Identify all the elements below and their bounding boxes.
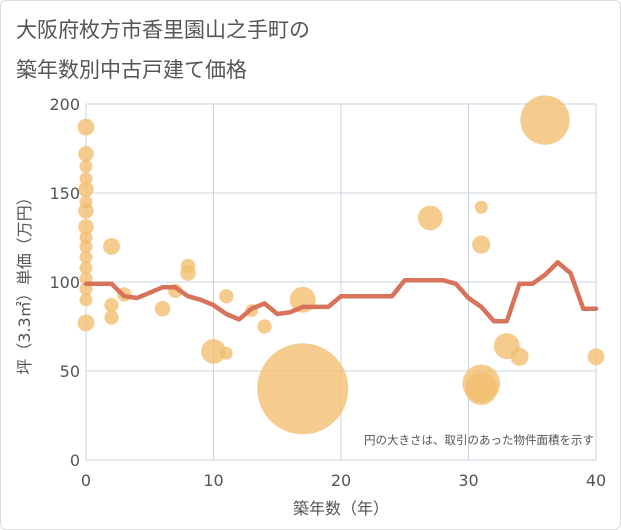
scatter-point [257,319,272,334]
y-tick-label: 150 [49,184,80,203]
scatter-point [472,235,491,254]
scatter-point [219,346,233,360]
scatter-point [79,231,93,244]
y-tick-label: 0 [70,451,80,470]
x-axis-label: 築年数（年） [293,499,389,518]
scatter-point [79,293,93,307]
scatter-point [78,203,94,219]
scatter-point [465,372,498,406]
scatter-point [257,343,349,435]
y-tick-label: 200 [49,95,80,114]
scatter-point [79,250,93,264]
y-axis-label: 坪（3.3㎡）単価（万円） [15,189,34,374]
scatter-point [77,118,95,136]
scatter-point [79,172,93,186]
scatter-point [104,310,119,325]
x-tick-label: 20 [331,471,351,490]
scatter-point [180,265,196,281]
scatter-point [201,339,226,364]
scatter-point [520,95,570,145]
scatter-point [474,200,488,214]
average-price-line [83,260,599,324]
x-tick-label: 10 [203,471,223,490]
scatter-point [78,181,94,198]
x-tick-label: 40 [586,471,606,490]
chart-title-line2: 築年数別中古戸建て価格 [16,58,247,82]
scatter-point [104,297,119,313]
scatter-point [79,239,93,253]
scatter-point [79,261,93,275]
average-line-group [83,260,599,324]
size-annotation: 円の大きさは、取引のあった物件面積を示す [364,433,594,447]
chart-title-line1: 大阪府枚方市香里園山之手町の [16,18,310,42]
x-tick-label: 0 [81,471,91,490]
scatter-point [587,348,605,366]
scatter-point [103,237,120,255]
scatter-point [78,219,94,235]
scatter-point [219,289,234,304]
axis-tick-labels: 0 50 100 150 200 0 10 20 30 40 [49,95,606,490]
scatter-point [154,300,171,317]
scatter-point [77,314,95,332]
scatter-point [78,146,94,162]
y-tick-label: 100 [49,273,80,292]
y-tick-label: 50 [60,362,80,381]
scatter-point [79,159,93,173]
scatter-point [510,347,529,366]
x-tick-label: 30 [458,471,478,490]
scatter-point [417,205,443,231]
